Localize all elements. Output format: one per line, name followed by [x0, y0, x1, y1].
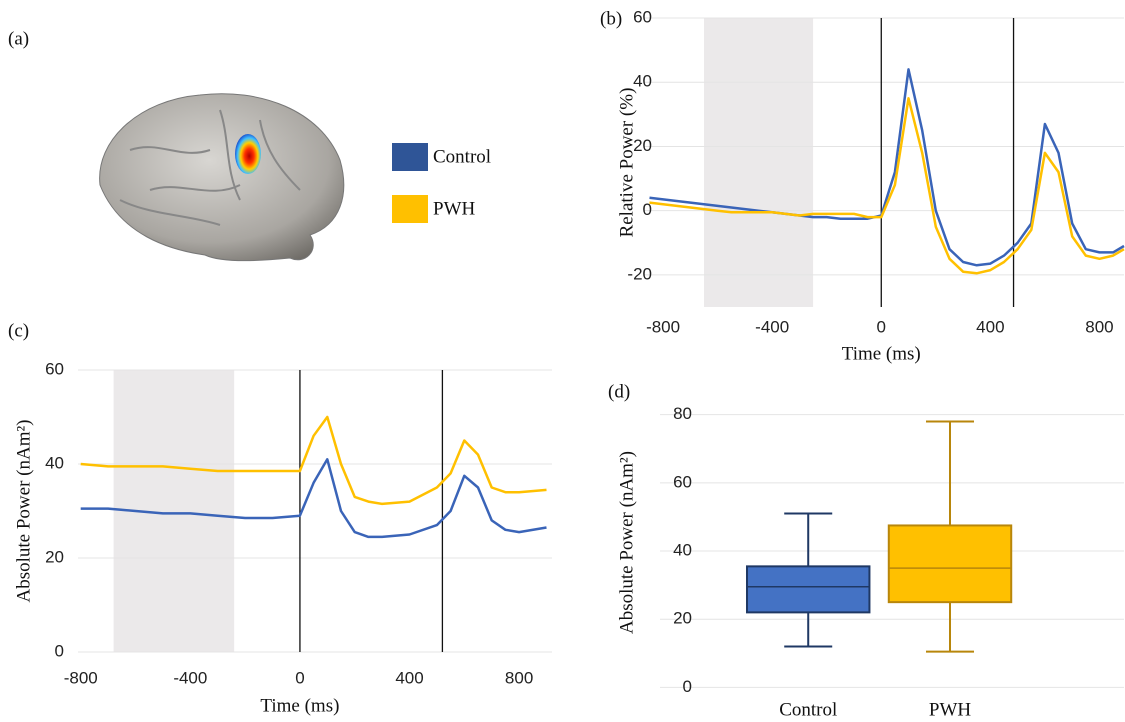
panel-label: (b) [600, 8, 622, 29]
legend-swatch [392, 195, 428, 223]
x-tick-label: PWH [929, 699, 972, 720]
y-tick-label: 20 [45, 547, 64, 566]
x-tick-label: 0 [877, 317, 886, 336]
series-line [649, 68, 1125, 267]
x-tick-label: 400 [395, 668, 423, 687]
x-axis-label: Time (ms) [842, 343, 921, 364]
y-tick-label: 60 [633, 7, 652, 26]
box [887, 524, 1013, 604]
y-tick-label: 20 [673, 609, 692, 628]
x-tick-label: 800 [1085, 317, 1113, 336]
x-axis-label: Time (ms) [260, 695, 339, 716]
series-line [649, 97, 1125, 275]
y-tick-label: 40 [45, 453, 64, 472]
y-axis-label: Relative Power (%) [616, 88, 637, 238]
chart-panel: (d) Absolute Power (nAm²) 0 20 40 60 80 Control… [608, 381, 1124, 720]
x-tick-label: 0 [295, 668, 304, 687]
y-tick-label: 80 [673, 404, 692, 423]
chart-panel: (b) Relative Power (%) -20 0 20 40 60 Time (ms)… [600, 7, 1125, 364]
brain-illustration [99, 93, 345, 262]
y-tick-label: 60 [673, 472, 692, 491]
legend-swatch [392, 143, 428, 171]
box [746, 565, 871, 614]
x-tick-label: -400 [755, 317, 789, 336]
y-tick-label: 0 [683, 677, 692, 696]
legend-label: PWH [433, 198, 476, 219]
baseline-shade [704, 18, 814, 307]
x-tick-label: -800 [646, 317, 680, 336]
y-axis-label: Absolute Power (nAm²) [13, 419, 34, 602]
y-tick-label: -20 [627, 264, 652, 283]
x-tick-label: 400 [976, 317, 1004, 336]
y-tick-label: 0 [643, 200, 652, 219]
panel-label: (c) [8, 320, 29, 341]
panel-label: (d) [608, 381, 630, 402]
y-tick-label: 0 [55, 641, 64, 660]
x-tick-label: -400 [173, 668, 207, 687]
chart-panel: (c) Absolute Power (nAm²) 0 20 40 60 Time (ms)… [8, 320, 552, 716]
x-tick-label: -800 [64, 668, 98, 687]
x-tick-label: Control [779, 699, 837, 720]
y-tick-label: 20 [633, 136, 652, 155]
y-axis-label: Absolute Power (nAm²) [616, 451, 637, 634]
x-tick-label: 800 [505, 668, 533, 687]
y-tick-label: 40 [673, 541, 692, 560]
y-tick-label: 60 [45, 359, 64, 378]
series-line [80, 458, 547, 539]
legend-label: Control [433, 146, 491, 167]
panel-label: (a) [8, 28, 29, 49]
y-tick-label: 40 [633, 72, 652, 91]
series-line [80, 415, 547, 506]
